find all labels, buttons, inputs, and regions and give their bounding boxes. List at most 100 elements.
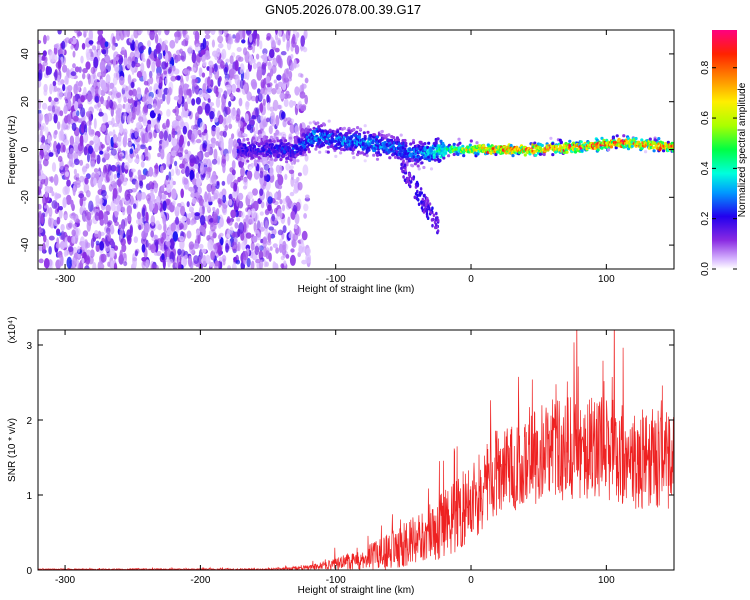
heatmap-cell — [252, 188, 258, 196]
heatmap-cell — [285, 254, 290, 259]
heatmap-signal-cell — [335, 134, 339, 138]
heatmap-cell — [205, 40, 209, 47]
heatmap-cell — [75, 227, 81, 236]
heatmap-cell — [275, 247, 279, 254]
heatmap-cell — [251, 42, 256, 54]
heatmap-signal-cell — [365, 154, 369, 158]
heatmap-cell — [422, 193, 426, 198]
heatmap-cell — [136, 87, 142, 100]
heatmap-cell — [79, 159, 84, 166]
heatmap-cell — [431, 223, 434, 228]
heatmap-signal-cell — [551, 153, 555, 157]
heatmap-signal-cell — [375, 157, 380, 161]
heatmap-signal-cell — [404, 141, 408, 146]
heatmap-cell — [94, 104, 98, 109]
heatmap-cell — [164, 30, 170, 36]
heatmap-cell — [228, 123, 233, 130]
heatmap-cell — [136, 211, 141, 220]
heatmap-cell — [177, 94, 183, 105]
heatmap-signal-cell — [657, 137, 661, 141]
heatmap-cell — [72, 50, 76, 58]
heatmap-cell — [55, 242, 61, 249]
heatmap-cell — [187, 47, 192, 53]
heatmap-cell — [70, 199, 74, 209]
heatmap-cell — [181, 40, 185, 46]
heatmap-cell — [38, 186, 42, 196]
heatmap-signal-cell — [393, 155, 398, 159]
heatmap-cell — [245, 68, 250, 81]
heatmap-cell — [114, 205, 120, 218]
heatmap-cell — [179, 223, 184, 230]
heatmap-cell — [195, 172, 200, 180]
heatmap-cell — [193, 242, 200, 249]
heatmap-signal-cell — [494, 152, 498, 157]
heatmap-signal-cell — [336, 130, 340, 134]
heatmap-cell — [166, 108, 171, 117]
heatmap-cell — [148, 145, 152, 151]
heatmap-signal-cell — [256, 147, 260, 152]
heatmap-cell — [184, 254, 188, 260]
heatmap-signal-cell — [426, 145, 430, 150]
heatmap-cell — [177, 248, 182, 256]
heatmap-cell — [214, 63, 218, 72]
heatmap-cell — [206, 88, 212, 94]
heatmap-cell — [202, 83, 207, 94]
x-tick-label: 0 — [468, 575, 474, 586]
heatmap-signal-cell — [241, 159, 245, 163]
heatmap-cell — [195, 112, 200, 121]
heatmap-cell — [302, 46, 308, 53]
heatmap-cell — [222, 30, 229, 34]
heatmap-signal-cell — [357, 135, 362, 139]
heatmap-cell — [201, 72, 206, 78]
heatmap-cell — [259, 102, 264, 113]
heatmap-cell — [222, 194, 227, 204]
heatmap-cell — [53, 113, 58, 124]
heatmap-cell — [199, 121, 206, 132]
heatmap-cell — [210, 250, 216, 261]
heatmap-cell — [123, 111, 127, 121]
heatmap-cell — [195, 97, 201, 105]
heatmap-signal-cell — [274, 157, 278, 162]
heatmap-cell — [149, 30, 155, 33]
heatmap-cell — [119, 123, 124, 135]
heatmap-cell — [202, 158, 209, 166]
heatmap-cell — [56, 74, 61, 83]
heatmap-cell — [151, 117, 155, 128]
heatmap-signal-cell — [387, 133, 391, 137]
heatmap-signal-cell — [310, 144, 314, 148]
heatmap-cell — [145, 156, 149, 161]
heatmap-cell — [292, 30, 297, 35]
heatmap-cell — [180, 188, 184, 199]
heatmap-cell — [271, 39, 276, 48]
heatmap-cell — [229, 167, 234, 173]
heatmap-cell — [242, 185, 248, 190]
heatmap-cell — [62, 197, 67, 208]
heatmap-cell — [107, 233, 111, 242]
heatmap-cell — [107, 95, 111, 108]
heatmap-cell — [169, 154, 174, 165]
heatmap-cell — [44, 144, 50, 152]
heatmap-cell — [187, 212, 192, 219]
heatmap-signal-cell — [542, 152, 546, 157]
heatmap-cell — [171, 137, 177, 147]
heatmap-cell — [284, 173, 288, 180]
heatmap-cell — [165, 174, 169, 181]
heatmap-cell — [199, 225, 205, 233]
heatmap-cell — [174, 160, 178, 167]
heatmap-cell — [223, 106, 228, 117]
heatmap-cell — [123, 261, 128, 267]
heatmap-signal-cell — [247, 141, 251, 145]
heatmap-cell — [120, 46, 126, 55]
heatmap-signal-cell — [523, 153, 527, 157]
heatmap-signal-cell — [266, 139, 270, 143]
heatmap-cell — [163, 130, 168, 141]
heatmap-cell — [432, 213, 436, 217]
heatmap-cell — [217, 35, 224, 44]
heatmap-cell — [38, 69, 43, 81]
heatmap-cell — [231, 133, 235, 140]
heatmap-cell — [201, 248, 207, 254]
heatmap-cell — [53, 97, 59, 102]
heatmap-cell — [140, 161, 145, 168]
heatmap-cell — [130, 81, 135, 89]
heatmap-signal-cell — [378, 153, 382, 157]
